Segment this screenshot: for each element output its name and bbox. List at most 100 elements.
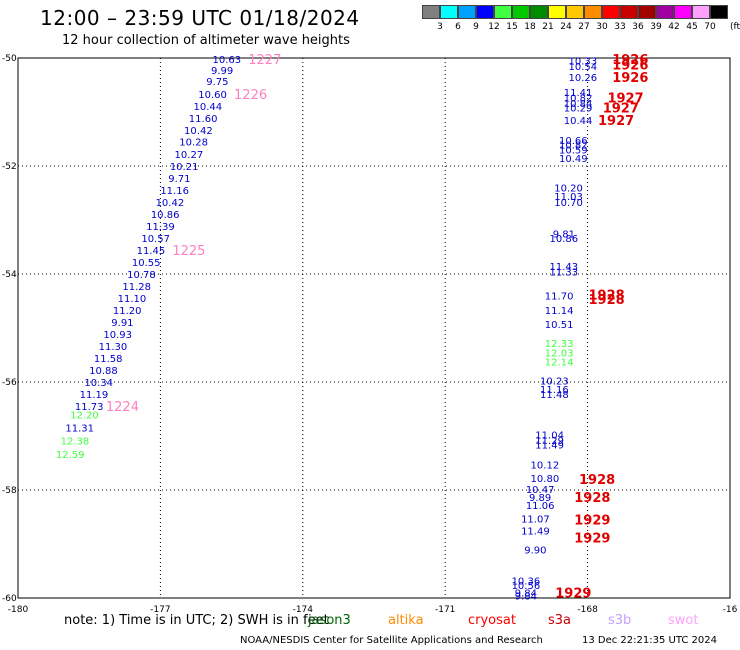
x-tick-label: -168 — [577, 605, 598, 615]
data-value: 11.31 — [65, 423, 94, 434]
pass-label: 1926 — [612, 71, 648, 86]
data-value: 11.04 — [535, 430, 564, 441]
pass-label: 1929 — [574, 532, 610, 547]
pass-label: 1928 — [579, 473, 615, 488]
legend-label: 30 — [596, 22, 608, 32]
legend-label: 42 — [668, 22, 680, 32]
data-value: 11.14 — [545, 306, 574, 317]
data-value: 11.58 — [94, 354, 123, 365]
data-value: 10.93 — [103, 330, 132, 341]
legend-label: 45 — [686, 22, 698, 32]
data-value: 11.48 — [540, 390, 569, 401]
data-value: 10.55 — [132, 258, 161, 269]
legend-label: 18 — [524, 22, 536, 32]
data-value: 10.82 — [559, 140, 588, 151]
pass-label: 1927 — [603, 102, 639, 117]
y-tick-label: -52 — [2, 162, 17, 172]
data-value: 12.03 — [545, 348, 574, 359]
data-value: 10.36 — [512, 577, 541, 588]
pass-label: 1225 — [172, 244, 205, 259]
x-tick-label: -180 — [8, 605, 29, 615]
data-value: 10.70 — [554, 198, 583, 209]
pass-label: 1927 — [607, 91, 643, 106]
legend-label: 39 — [650, 22, 662, 32]
legend-swatch — [620, 5, 638, 19]
data-value: 10.82 — [564, 93, 593, 104]
mission-jason3: jason3 — [308, 613, 351, 628]
data-value: 10.84 — [564, 99, 593, 110]
data-value: 10.60 — [198, 90, 227, 101]
pass-label: 1929 — [574, 514, 610, 529]
legend-swatch — [638, 5, 656, 19]
legend-label: 70 — [704, 22, 716, 32]
plot-frame — [17, 57, 731, 599]
data-value: 11.19 — [80, 390, 109, 401]
data-value: 10.86 — [550, 234, 579, 245]
legend-label: 33 — [614, 22, 626, 32]
data-value: 11.06 — [526, 501, 555, 512]
mission-s3a: s3a — [548, 613, 572, 628]
data-value: 10.66 — [559, 136, 588, 147]
data-value: 10.63 — [213, 55, 242, 66]
page-subtitle: 12 hour collection of altimeter wave hei… — [62, 33, 350, 48]
data-value: 9.89 — [529, 493, 551, 504]
x-tick-label: -16 — [723, 605, 738, 615]
data-value: 11.16 — [160, 186, 189, 197]
pass-label: 1928 — [588, 293, 624, 308]
mission-swot: swot — [668, 613, 699, 628]
data-value: 10.34 — [84, 378, 113, 389]
y-tick-label: -50 — [2, 54, 17, 64]
legend-swatch — [674, 5, 692, 19]
data-value: 9.90 — [524, 545, 546, 556]
legend-swatch — [602, 5, 620, 19]
data-value: 9.81 — [553, 230, 575, 241]
data-value: 10.12 — [531, 461, 560, 472]
data-value: 10.23 — [540, 376, 569, 387]
legend-swatch — [494, 5, 512, 19]
mission-cryosat: cryosat — [468, 613, 516, 628]
data-value: 9.84 — [515, 589, 537, 600]
data-value: 10.47 — [526, 485, 555, 496]
data-value: 9.84 — [515, 591, 537, 602]
data-value: 11.29 — [535, 436, 564, 447]
data-value: 10.33 — [569, 57, 598, 68]
x-tick-label: -174 — [293, 605, 314, 615]
data-value: 10.28 — [179, 138, 208, 149]
legend-label: 3 — [437, 22, 443, 32]
legend-label: 21 — [542, 22, 554, 32]
pass-label: 1926 — [612, 58, 648, 73]
mission-s3b: s3b — [608, 613, 632, 628]
data-value: 11.20 — [113, 306, 142, 317]
pass-label: 1927 — [598, 114, 634, 129]
pass-label: 1926 — [612, 53, 648, 68]
page-title: 12:00 – 23:59 UTC 01/18/2024 — [40, 6, 360, 30]
data-value: 10.78 — [127, 270, 156, 281]
data-value: 11.49 — [521, 527, 550, 538]
data-value: 10.49 — [559, 154, 588, 165]
legend-swatch — [584, 5, 602, 19]
data-value: 10.44 — [564, 116, 593, 127]
pass-label: 1227 — [248, 53, 281, 68]
data-value: 11.28 — [122, 282, 151, 293]
legend-swatch — [512, 5, 530, 19]
data-value: 12.14 — [545, 357, 574, 368]
data-value: 12.38 — [61, 436, 90, 447]
legend-label: 27 — [578, 22, 590, 32]
y-tick-label: -54 — [2, 270, 17, 280]
legend-label: 9 — [473, 22, 479, 32]
legend-label: 6 — [455, 22, 461, 32]
legend-swatch — [548, 5, 566, 19]
legend-swatch — [458, 5, 476, 19]
legend-label: 12 — [488, 22, 500, 32]
x-tick-label: -177 — [150, 605, 170, 615]
data-value: 10.86 — [151, 210, 180, 221]
data-value: 10.57 — [141, 234, 170, 245]
timestamp-text: 13 Dec 22:21:35 UTC 2024 — [582, 635, 717, 646]
legend-label: 24 — [560, 22, 572, 32]
data-value: 10.59 — [559, 145, 588, 156]
data-value: 10.27 — [175, 150, 204, 161]
data-value: 11.07 — [521, 515, 550, 526]
data-value: 11.41 — [564, 88, 593, 99]
pass-label: 1224 — [106, 400, 139, 415]
